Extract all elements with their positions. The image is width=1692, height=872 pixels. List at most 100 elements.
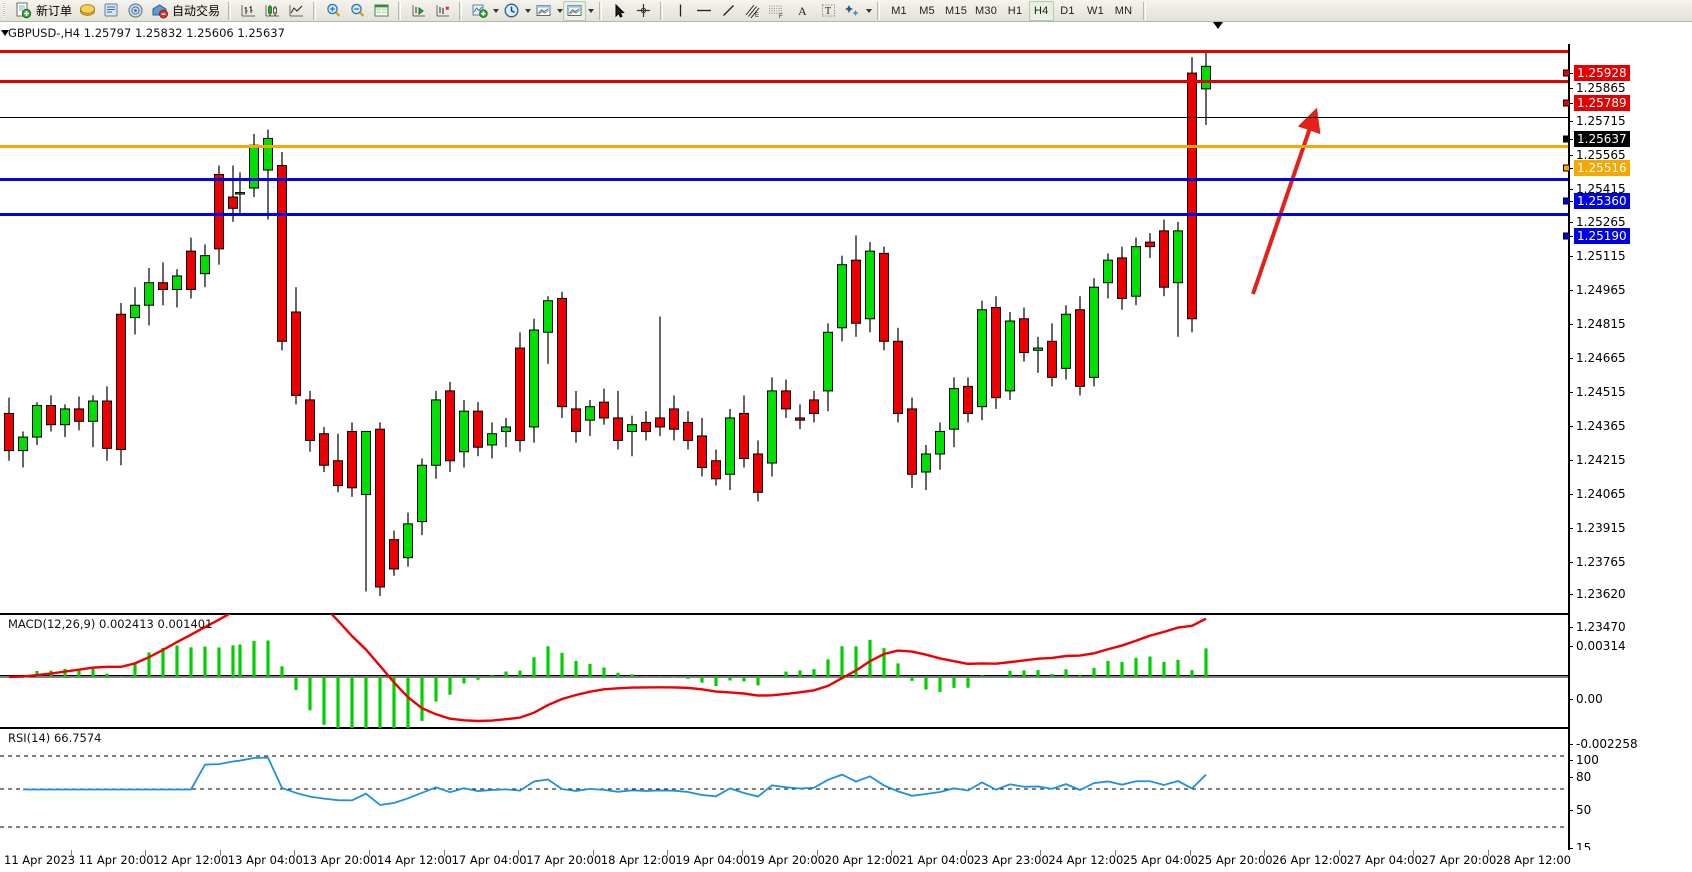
axis-tick: [1568, 155, 1573, 156]
chart-area[interactable]: GBPUSD-,H4 1.25797 1.25832 1.25606 1.256…: [0, 22, 1692, 872]
entry-level-line[interactable]: [0, 144, 1568, 148]
shapes-icon[interactable]: [840, 1, 864, 21]
toolbar-grip[interactable]: [2, 2, 9, 20]
rsi-scale-label: 80: [1576, 770, 1592, 784]
trendline-icon[interactable]: [716, 1, 740, 21]
current-price-line[interactable]: [0, 116, 1568, 118]
price-tag-handle[interactable]: [1563, 197, 1570, 205]
axis-tick: [1568, 73, 1573, 74]
text-label-icon[interactable]: T: [816, 1, 840, 21]
chart-expand-icon[interactable]: [1, 30, 9, 36]
auto-scroll-icon[interactable]: [406, 1, 430, 21]
support-lower-line[interactable]: [0, 212, 1568, 216]
price-tag[interactable]: 1.25789: [1574, 95, 1630, 111]
axis-tick: [1568, 848, 1573, 849]
price-pane[interactable]: GBPUSD-,H4 1.25797 1.25832 1.25606 1.256…: [0, 22, 1568, 614]
main-toolbar[interactable]: 新订单 自动交易: [0, 0, 1692, 22]
chart-shift-icon[interactable]: [430, 1, 454, 21]
gold-icon[interactable]: [75, 1, 99, 21]
line-chart-icon[interactable]: [284, 1, 308, 21]
new-order-icon[interactable]: [11, 1, 35, 21]
axis-tick: [1568, 594, 1573, 595]
axis-tick: [1568, 460, 1573, 461]
price-tag-handle[interactable]: [1563, 99, 1570, 107]
zoom-out-icon[interactable]: [345, 1, 369, 21]
radar-icon[interactable]: [123, 1, 147, 21]
chevron-down-icon[interactable]: [525, 8, 532, 13]
time-axis-label: 14 Apr 12:00: [377, 853, 452, 867]
chevron-down-icon[interactable]: [557, 8, 564, 13]
timeframe-m5[interactable]: M5: [919, 4, 935, 17]
time-axis[interactable]: 11 Apr 2023 11 Apr 20:00 12 Apr 12:00 13 Ap…: [0, 850, 1692, 872]
axis-tick-label: 1.23620: [1576, 587, 1626, 601]
time-axis-tick: [965, 850, 967, 856]
price-tag[interactable]: 1.25516: [1574, 160, 1630, 176]
time-axis-label: 13 Apr 04:00: [227, 853, 303, 867]
auto-trading-label[interactable]: 自动交易: [172, 4, 221, 18]
clock-icon[interactable]: [499, 1, 523, 21]
time-axis-tick: [443, 850, 445, 856]
chevron-down-icon[interactable]: [493, 8, 500, 13]
crosshair-icon[interactable]: [631, 1, 655, 21]
price-axis[interactable]: 1.25928 1.25865 1.25789 1.25715 1.25637 1.255…: [1563, 44, 1692, 868]
time-axis-label: 11 Apr 20:00: [78, 853, 154, 867]
time-axis-tick: [742, 850, 743, 856]
indicators-icon[interactable]: [467, 1, 491, 21]
timeframe-w1[interactable]: W1: [1087, 4, 1104, 17]
horizontal-line-icon[interactable]: [692, 1, 716, 21]
time-axis-tick: [1338, 850, 1340, 856]
pointer-icon[interactable]: [607, 1, 631, 21]
timeframe-m30[interactable]: M30: [975, 4, 998, 17]
axis-tick-label: 1.25565: [1576, 148, 1626, 162]
data-window-icon[interactable]: [369, 1, 393, 21]
axis-tick-label: 1.23765: [1576, 555, 1626, 569]
timeframe-m1[interactable]: M1: [891, 4, 907, 17]
axis-tick-label: 1.25115: [1576, 249, 1626, 263]
time-axis-label: 23 Apr 23:00: [973, 853, 1049, 867]
equidistant-channel-icon[interactable]: E: [740, 1, 764, 21]
rsi-pane[interactable]: RSI(14) 66.7574: [0, 728, 1568, 850]
price-tag[interactable]: 1.25360: [1574, 193, 1630, 209]
time-axis-label: 25 Apr 04:00: [1123, 853, 1198, 867]
axis-tick-label: 1.25865: [1576, 81, 1626, 95]
chart-top-marker: [1213, 22, 1223, 29]
axis-tick-label: 1.24365: [1576, 419, 1626, 433]
price-tag[interactable]: 1.25637: [1574, 131, 1630, 147]
time-axis-label: 19 Apr 20:00: [750, 853, 825, 867]
price-tag-handle[interactable]: [1563, 164, 1570, 172]
price-tag-handle[interactable]: [1563, 135, 1570, 143]
news-icon[interactable]: [99, 1, 123, 21]
bar-chart-icon[interactable]: [236, 1, 260, 21]
time-axis-tick: [667, 850, 669, 856]
timeframe-h1[interactable]: H1: [1007, 4, 1023, 17]
candlestick-chart-icon[interactable]: [260, 1, 284, 21]
timeframe-m15[interactable]: M15: [945, 4, 968, 17]
template-icon[interactable]: [531, 1, 555, 21]
timeframe-d1[interactable]: D1: [1060, 4, 1075, 17]
axis-tick: [1568, 358, 1573, 359]
macd-pane[interactable]: MACD(12,26,9) 0.002413 0.001401: [0, 614, 1568, 676]
axis-tick-label: 1.24815: [1576, 317, 1626, 331]
support-upper-line[interactable]: [0, 177, 1568, 181]
time-axis-tick: [145, 850, 147, 856]
timeframe-h4[interactable]: H4: [1029, 0, 1054, 21]
axis-tick-label: 1.23915: [1576, 521, 1626, 535]
price-tag-handle[interactable]: [1563, 232, 1570, 240]
market-icon[interactable]: [147, 1, 171, 21]
time-axis-label: 20 Apr 12:00: [824, 853, 900, 867]
resistance-lower-line[interactable]: [0, 79, 1568, 83]
vertical-line-icon[interactable]: [668, 1, 692, 21]
price-tag[interactable]: 1.25928: [1574, 65, 1630, 81]
chevron-down-icon[interactable]: [866, 8, 873, 13]
fibonacci-icon[interactable]: F: [764, 1, 788, 21]
chevron-down-icon[interactable]: [588, 8, 595, 13]
macd-pane-lower[interactable]: [0, 614, 1568, 728]
new-order-label[interactable]: 新订单: [36, 4, 73, 18]
resistance-upper-line[interactable]: [0, 49, 1568, 53]
text-icon[interactable]: A: [788, 1, 816, 21]
zoom-in-icon[interactable]: [321, 1, 345, 21]
templates-active-icon[interactable]: [563, 0, 587, 21]
timeframe-mn[interactable]: MN: [1114, 4, 1133, 17]
price-tag-handle[interactable]: [1563, 69, 1570, 77]
price-tag[interactable]: 1.25190: [1574, 228, 1630, 244]
